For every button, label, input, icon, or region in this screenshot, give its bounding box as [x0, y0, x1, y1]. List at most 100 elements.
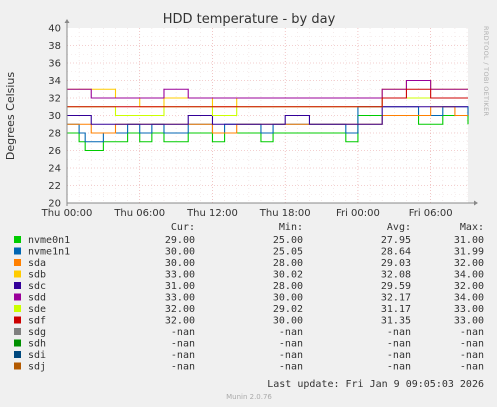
legend-value: 25.00 — [273, 235, 303, 246]
series-line-sdf — [67, 88, 468, 108]
legend-value: -nan — [171, 362, 195, 373]
legend-value: 34.00 — [454, 270, 484, 281]
legend: Cur: Min: Avg: Max: nvme0n1 29.00 25.00 27.95 31… — [14, 222, 484, 373]
legend-swatch-sdj — [14, 362, 21, 370]
legend-name: nvme0n1 — [28, 235, 70, 246]
x-tick-label: Fri 06:00 — [409, 208, 453, 219]
legend-value: 30.00 — [165, 258, 195, 269]
y-tick-label: 28 — [48, 129, 61, 140]
legend-name: sdd — [28, 293, 46, 304]
legend-value: 32.17 — [381, 293, 411, 304]
legend-value: 28.00 — [273, 281, 303, 292]
legend-swatch-sdg — [14, 328, 21, 335]
legend-header: Avg: — [387, 222, 411, 233]
y-tick-label: 32 — [48, 94, 61, 105]
legend-header: Min: — [279, 222, 303, 233]
legend-value: -nan — [460, 350, 484, 361]
legend-name: sde — [28, 304, 46, 315]
legend-value: -nan — [460, 339, 484, 350]
legend-value: 33.00 — [454, 316, 484, 327]
legend-value: 29.02 — [273, 304, 303, 315]
legend-value: 30.02 — [273, 270, 303, 281]
y-tick-label: 24 — [48, 164, 61, 175]
legend-value: 27.95 — [381, 235, 411, 246]
axes — [64, 19, 478, 206]
legend-value: -nan — [279, 362, 303, 373]
x-tick-label: Thu 00:00 — [41, 208, 93, 219]
legend-value: 30.00 — [165, 247, 195, 258]
legend-name: sdh — [28, 339, 46, 350]
munin-version: Munin 2.0.76 — [226, 393, 272, 401]
legend-value: 29.00 — [165, 235, 195, 246]
chart-title: HDD temperature - by day — [163, 12, 336, 27]
x-tick-labels: Thu 00:00 Thu 06:00 Thu 12:00 Thu 18:00 Fri … — [41, 208, 453, 219]
x-tick-label: Thu 18:00 — [259, 208, 311, 219]
y-axis-label: Degrees Celsius — [4, 72, 17, 161]
series-line-sdd — [67, 79, 468, 99]
legend-name: sda — [28, 258, 46, 269]
legend-value: -nan — [460, 362, 484, 373]
y-tick-label: 40 — [48, 24, 61, 35]
legend-value: -nan — [387, 339, 411, 350]
legend-name: nvme1n1 — [28, 247, 70, 258]
legend-value: 32.00 — [454, 258, 484, 269]
legend-name: sdf — [28, 316, 46, 327]
legend-value: -nan — [387, 362, 411, 373]
series-lines — [67, 79, 469, 152]
legend-swatch-sdi — [14, 351, 21, 358]
legend-value: 33.00 — [165, 270, 195, 281]
legend-value: 31.00 — [165, 281, 195, 292]
legend-value: -nan — [387, 350, 411, 361]
legend-value: 31.35 — [381, 316, 411, 327]
legend-value: 30.00 — [273, 316, 303, 327]
legend-value: 32.00 — [454, 281, 484, 292]
legend-value: 28.64 — [381, 247, 411, 258]
series-line-sdc — [67, 106, 468, 125]
legend-value: 25.05 — [273, 247, 303, 258]
legend-value: -nan — [171, 339, 195, 350]
legend-value: -nan — [279, 350, 303, 361]
legend-value: 31.17 — [381, 304, 411, 315]
legend-value: -nan — [279, 327, 303, 338]
y-tick-label: 22 — [48, 181, 61, 192]
legend-swatch-sde — [14, 305, 21, 312]
y-tick-label: 26 — [48, 146, 61, 157]
x-tick-label: Thu 06:00 — [113, 208, 165, 219]
legend-value: 32.08 — [381, 270, 411, 281]
y-tick-label: 36 — [48, 59, 61, 70]
legend-value: -nan — [171, 350, 195, 361]
y-tick-label: 20 — [48, 199, 61, 210]
legend-swatch-sdh — [14, 339, 21, 347]
legend-swatch-sda — [14, 259, 21, 266]
y-tick-label: 34 — [48, 76, 61, 87]
legend-value: 34.00 — [454, 293, 484, 304]
legend-value: 30.00 — [273, 293, 303, 304]
y-tick-label: 30 — [48, 111, 61, 122]
legend-swatch-sdd — [14, 293, 21, 301]
last-update: Last update: Fri Jan 9 09:05:03 2026 — [267, 379, 484, 390]
y-tick-labels: 20 22 24 26 28 30 32 34 36 38 40 — [48, 24, 61, 210]
legend-swatch-nvme0n1 — [14, 236, 21, 243]
legend-swatch-nvme1n1 — [14, 247, 21, 255]
legend-header: Max: — [460, 222, 484, 233]
legend-value: -nan — [460, 327, 484, 338]
legend-name: sdj — [28, 362, 46, 373]
x-tick-label: Thu 12:00 — [186, 208, 238, 219]
legend-value: 32.00 — [165, 304, 195, 315]
legend-name: sdb — [28, 270, 46, 281]
legend-swatch-sdb — [14, 270, 21, 278]
legend-value: 32.00 — [165, 316, 195, 327]
legend-value: 33.00 — [165, 293, 195, 304]
legend-name: sdc — [28, 281, 46, 292]
y-tick-label: 38 — [48, 41, 61, 52]
legend-value: 28.00 — [273, 258, 303, 269]
legend-name: sdg — [28, 327, 46, 338]
legend-value: 33.00 — [454, 304, 484, 315]
legend-value: -nan — [387, 327, 411, 338]
legend-value: 31.00 — [454, 235, 484, 246]
legend-value: -nan — [279, 339, 303, 350]
legend-value: 29.59 — [381, 281, 411, 292]
x-tick-label: Fri 00:00 — [336, 208, 380, 219]
rrdtool-credit: RRDTOOL / TOBI OETIKER — [482, 26, 490, 116]
